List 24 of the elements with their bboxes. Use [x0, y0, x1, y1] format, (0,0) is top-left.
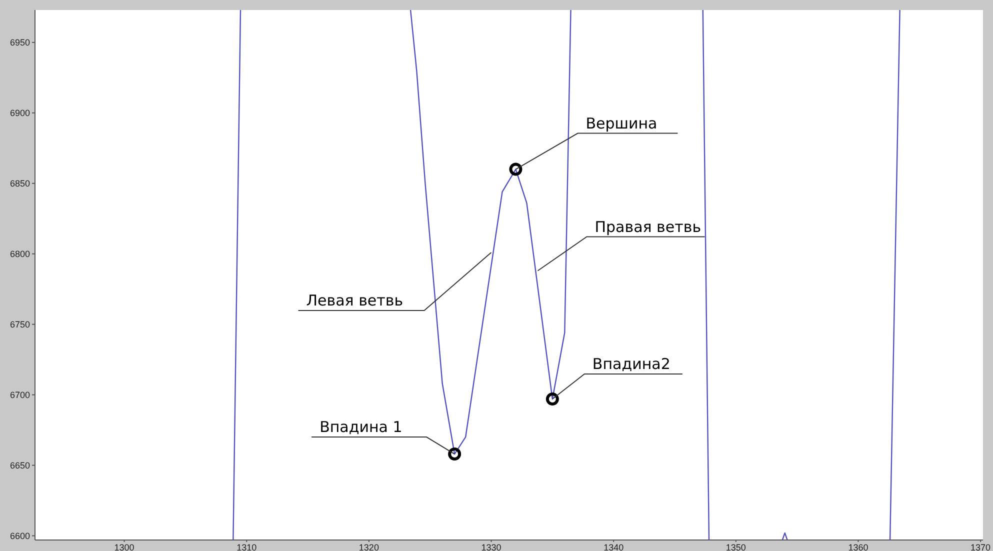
y-tick-label: 6750: [10, 320, 30, 330]
x-tick-label: 1330: [481, 542, 502, 551]
point: [509, 162, 522, 176]
x-tick-label: 1360: [848, 542, 868, 551]
y-tick-label: 6900: [10, 108, 30, 118]
x-tick-label: 1340: [604, 542, 624, 551]
y-tick-label: 6650: [10, 460, 30, 470]
annotation: Вершина: [586, 114, 658, 132]
x-tick-label: 1320: [358, 542, 379, 551]
y-tick-label: 6950: [10, 38, 30, 48]
annotation: Впадина2: [592, 355, 670, 374]
point: [546, 392, 559, 406]
annotation: Впадина 1: [320, 418, 402, 436]
x-tick-label: 1350: [726, 542, 746, 551]
point: [448, 448, 462, 461]
y-tick-label: 6800: [10, 249, 30, 260]
x-tick-label: 1310: [236, 542, 257, 551]
annotation: Правая ветвь: [594, 218, 702, 236]
x-tick-label: 1370: [970, 542, 991, 551]
y-tick-label: 6850: [10, 178, 30, 189]
annotation: Левая ветвь: [306, 291, 404, 310]
y-tick-label: 6700: [10, 390, 30, 400]
y-tick-label: 6600: [10, 530, 30, 541]
x-tick-label: 1300: [114, 542, 134, 551]
